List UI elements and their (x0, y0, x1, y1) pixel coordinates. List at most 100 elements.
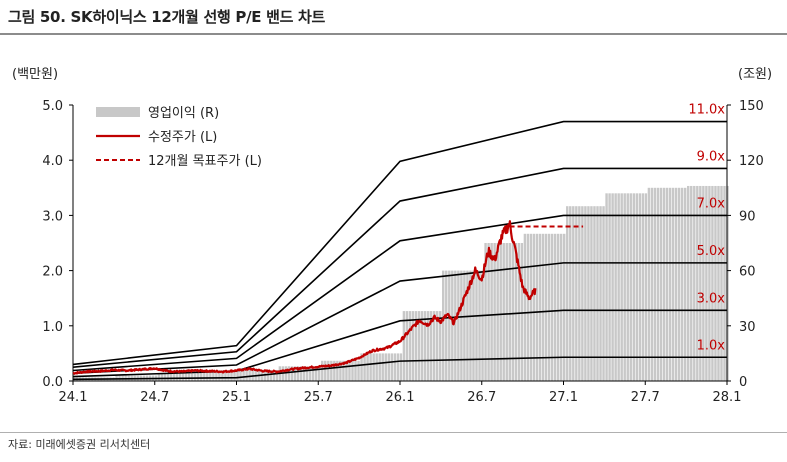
operating-profit-bar (209, 371, 212, 381)
operating-profit-bar (684, 187, 687, 381)
operating-profit-bar (538, 233, 542, 381)
operating-profit-bar (381, 353, 384, 381)
operating-profit-bar (448, 270, 451, 381)
operating-profit-bar (396, 353, 400, 381)
legend-label: 영업이익 (R) (148, 106, 219, 121)
operating-profit-bar (215, 371, 218, 381)
operating-profit-bar (172, 373, 176, 381)
operating-profit-bar (599, 206, 602, 381)
operating-profit-bar (438, 311, 442, 381)
operating-profit-bar (287, 366, 291, 381)
legend-label: 수정주가 (L) (148, 130, 217, 145)
operating-profit-bar (224, 371, 227, 381)
axis-labels: 0.0 1.0 2.0 3.0 4.0 5.0 0 30 60 90 120 150 24.1 24.7 2… (12, 67, 772, 405)
operating-profit-bar (460, 270, 463, 381)
left-tick-label: 4.0 (42, 154, 63, 169)
operating-profit-bar (532, 233, 536, 381)
operating-profit-bar (248, 369, 251, 381)
title-divider (0, 33, 787, 35)
operating-profit-bar (502, 243, 505, 381)
operating-profit-bar (674, 187, 678, 381)
operating-profit-bar (233, 371, 236, 381)
operating-profit-bar (429, 311, 433, 381)
x-tick-label: 26.7 (467, 390, 496, 405)
operating-profit-bar (363, 353, 366, 381)
operating-profit-bar (342, 360, 345, 381)
operating-profit-bar (296, 366, 300, 381)
operating-profit-bar (348, 360, 351, 381)
operating-profit-bar (318, 366, 321, 381)
operating-profit-bar (190, 373, 194, 381)
operating-profit-bar (442, 270, 445, 381)
operating-profit-bar (714, 185, 717, 381)
operating-profit-bar (563, 233, 566, 381)
operating-profit-bar (266, 369, 269, 381)
operating-profit-bar (638, 193, 642, 381)
operating-profit-bar (529, 233, 533, 381)
operating-profit-bar (617, 193, 620, 381)
operating-profit-bar (608, 193, 611, 381)
operating-profit-bar (218, 371, 221, 381)
operating-profit-bar (569, 206, 572, 381)
operating-profit-bar (596, 206, 599, 381)
pe-band-label: 9.0x (697, 149, 726, 164)
pe-band-label: 7.0x (697, 196, 726, 211)
operating-profit-bar (578, 206, 581, 381)
right-axis-unit: (조원) (738, 67, 772, 82)
operating-profit-bar (239, 369, 242, 381)
operating-profit-bar (635, 193, 639, 381)
operating-profit-bar (314, 366, 318, 381)
operating-profit-bar (550, 233, 554, 381)
operating-profit-bar (200, 371, 203, 381)
operating-profit-bar (212, 371, 215, 381)
operating-profit-bar (469, 270, 472, 381)
right-tick-label: 60 (739, 265, 756, 280)
pe-band-lines (72, 120, 727, 381)
operating-profit-bar (662, 187, 666, 381)
operating-profit-bar (166, 373, 170, 381)
operating-profit-bar (457, 270, 460, 381)
operating-profit-bar (163, 373, 167, 381)
operating-profit-bar (333, 360, 336, 381)
right-tick-label: 150 (739, 99, 764, 114)
x-tick-label: 25.7 (304, 390, 333, 405)
operating-profit-bar (305, 366, 309, 381)
operating-profit-bar (299, 366, 303, 381)
operating-profit-bar (553, 233, 557, 381)
operating-profit-bar (390, 353, 394, 381)
pe-band-line (72, 356, 727, 381)
operating-profit-bar (514, 243, 518, 381)
left-tick-label: 0.0 (42, 375, 63, 390)
x-tick-label: 28.1 (713, 390, 742, 405)
operating-profit-bar (602, 206, 605, 381)
operating-profit-bar (360, 353, 363, 381)
operating-profit-bar (593, 206, 596, 381)
pe-band-line (72, 214, 727, 372)
operating-profit-bar (354, 360, 357, 381)
operating-profit-bar (236, 371, 239, 381)
operating-profit-bar (230, 371, 233, 381)
operating-profit-bar (414, 311, 418, 381)
operating-profit-bar (393, 353, 397, 381)
x-tick-label: 24.1 (59, 390, 88, 405)
x-tick-label: 26.1 (386, 390, 415, 405)
operating-profit-bar (169, 373, 173, 381)
operating-profit-bar (405, 311, 409, 381)
operating-profit-bar (408, 311, 412, 381)
operating-profit-bar (632, 193, 635, 381)
operating-profit-bar (720, 185, 723, 381)
operating-profit-bar (544, 233, 548, 381)
operating-profit-bar (708, 185, 711, 381)
operating-profit-bar (466, 270, 469, 381)
operating-profit-bar (269, 369, 273, 381)
operating-profit-bar (490, 243, 493, 381)
operating-profit-bar (623, 193, 626, 381)
operating-profit-bar (432, 311, 436, 381)
operating-profit-bar (653, 187, 657, 381)
chart-axes (69, 104, 731, 385)
operating-profit-bar (481, 270, 484, 381)
pe-band-label: 1.0x (697, 338, 726, 353)
operating-profit-bar (357, 360, 360, 381)
left-tick-label: 2.0 (42, 265, 63, 280)
